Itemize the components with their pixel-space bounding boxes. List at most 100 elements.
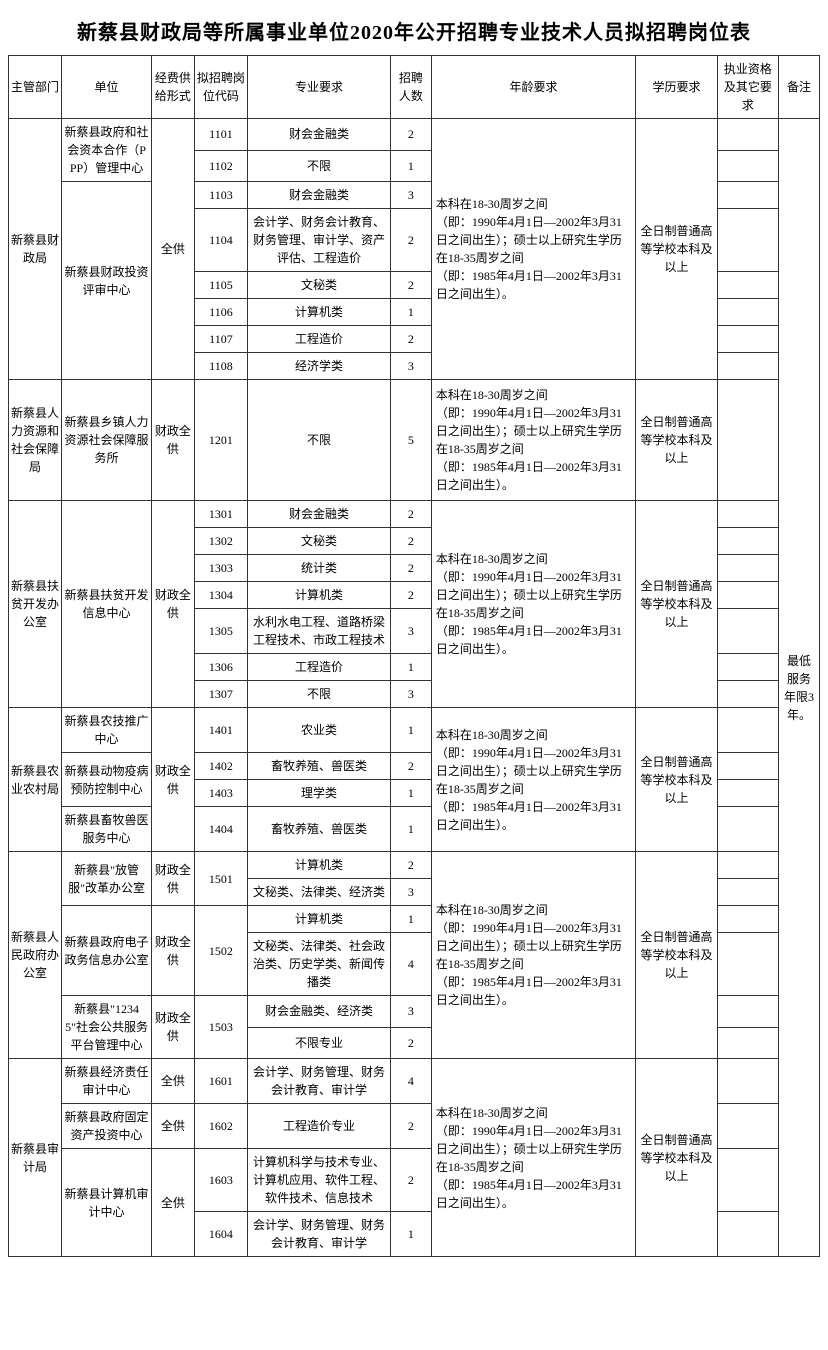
num-cell: 2 [390,555,431,582]
num-cell: 1 [390,299,431,326]
major-cell: 畜牧养殖、兽医类 [247,807,390,852]
major-cell: 会计学、财务管理、财务会计教育、审计学 [247,1212,390,1257]
dept-cell: 新蔡县人力资源和社会保障局 [9,380,62,501]
qual-cell [717,780,778,807]
qual-cell [717,1059,778,1104]
qual-cell [717,807,778,852]
qual-cell [717,1027,778,1059]
num-cell: 2 [390,582,431,609]
num-cell: 3 [390,996,431,1028]
major-cell: 农业类 [247,708,390,753]
dept-cell: 新蔡县农业农村局 [9,708,62,852]
qual-cell [717,119,778,151]
unit-cell: 新蔡县畜牧兽医服务中心 [62,807,152,852]
major-cell: 经济学类 [247,353,390,380]
h-code: 拟招聘岗位代码 [194,56,247,119]
dept-cell: 新蔡县人民政府办公室 [9,852,62,1059]
qual-cell [717,1104,778,1149]
major-cell: 财会金融类 [247,501,390,528]
major-cell: 文秘类 [247,528,390,555]
code-cell: 1302 [194,528,247,555]
qual-cell [717,555,778,582]
code-cell: 1303 [194,555,247,582]
qual-cell [717,1212,778,1257]
major-cell: 工程造价 [247,654,390,681]
num-cell: 4 [390,933,431,996]
major-cell: 理学类 [247,780,390,807]
fund-cell: 全供 [151,1104,194,1149]
qual-cell [717,326,778,353]
major-cell: 统计类 [247,555,390,582]
unit-cell: 新蔡县农技推广中心 [62,708,152,753]
major-cell: 计算机类 [247,852,390,879]
dept-cell: 新蔡县财政局 [9,119,62,380]
fund-cell: 财政全供 [151,906,194,996]
num-cell: 5 [390,380,431,501]
code-cell: 1604 [194,1212,247,1257]
h-major: 专业要求 [247,56,390,119]
qual-cell [717,582,778,609]
code-cell: 1603 [194,1149,247,1212]
major-cell: 工程造价 [247,326,390,353]
num-cell: 1 [390,1212,431,1257]
code-cell: 1601 [194,1059,247,1104]
fund-cell: 财政全供 [151,708,194,852]
dept-cell: 新蔡县审计局 [9,1059,62,1257]
num-cell: 2 [390,119,431,151]
major-cell: 计算机科学与技术专业、计算机应用、软件工程、软件技术、信息技术 [247,1149,390,1212]
major-cell: 计算机类 [247,906,390,933]
code-cell: 1105 [194,272,247,299]
table-row: 新蔡县农业农村局 新蔡县农技推广中心 财政全供 1401农业类1 本科在18-3… [9,708,820,753]
num-cell: 1 [390,780,431,807]
code-cell: 1101 [194,119,247,151]
code-cell: 1503 [194,996,247,1059]
h-qual: 执业资格及其它要求 [717,56,778,119]
code-cell: 1301 [194,501,247,528]
major-cell: 财会金融类、经济类 [247,996,390,1028]
unit-cell: 新蔡县扶贫开发信息中心 [62,501,152,708]
header-row: 主管部门 单位 经费供给形式 拟招聘岗位代码 专业要求 招聘人数 年龄要求 学历… [9,56,820,119]
code-cell: 1304 [194,582,247,609]
code-cell: 1306 [194,654,247,681]
num-cell: 3 [390,879,431,906]
num-cell: 2 [390,528,431,555]
unit-cell: 新蔡县经济责任审计中心 [62,1059,152,1104]
qual-cell [717,996,778,1028]
note-cell: 最低服务年限3年。 [779,119,820,1257]
age-cell: 本科在18-30周岁之间（即：1990年4月1日—2002年3月31日之间出生）… [431,708,635,852]
h-edu: 学历要求 [636,56,718,119]
num-cell: 3 [390,681,431,708]
num-cell: 2 [390,852,431,879]
edu-cell: 全日制普通高等学校本科及以上 [636,1059,718,1257]
qual-cell [717,753,778,780]
major-cell: 财会金融类 [247,182,390,209]
age-cell: 本科在18-30周岁之间（即：1990年4月1日—2002年3月31日之间出生）… [431,852,635,1059]
code-cell: 1201 [194,380,247,501]
fund-cell: 财政全供 [151,996,194,1059]
h-dept: 主管部门 [9,56,62,119]
table-row: 新蔡县审计局 新蔡县经济责任审计中心 全供 1601会计学、财务管理、财务会计教… [9,1059,820,1104]
table-row: 新蔡县人民政府办公室 新蔡县"放管服"改革办公室 财政全供 1501 计算机类2… [9,852,820,879]
num-cell: 3 [390,182,431,209]
code-cell: 1108 [194,353,247,380]
page-title: 新蔡县财政局等所属事业单位2020年公开招聘专业技术人员拟招聘岗位表 [8,16,820,45]
code-cell: 1502 [194,906,247,996]
major-cell: 水利水电工程、道路桥梁工程技术、市政工程技术 [247,609,390,654]
num-cell: 1 [390,906,431,933]
code-cell: 1501 [194,852,247,906]
qual-cell [717,879,778,906]
fund-cell: 财政全供 [151,380,194,501]
num-cell: 3 [390,609,431,654]
qual-cell [717,380,778,501]
num-cell: 3 [390,353,431,380]
num-cell: 2 [390,501,431,528]
num-cell: 1 [390,150,431,182]
code-cell: 1403 [194,780,247,807]
major-cell: 文秘类 [247,272,390,299]
h-age: 年龄要求 [431,56,635,119]
fund-cell: 财政全供 [151,501,194,708]
major-cell: 不限 [247,150,390,182]
code-cell: 1307 [194,681,247,708]
fund-cell: 全供 [151,1059,194,1104]
edu-cell: 全日制普通高等学校本科及以上 [636,119,718,380]
